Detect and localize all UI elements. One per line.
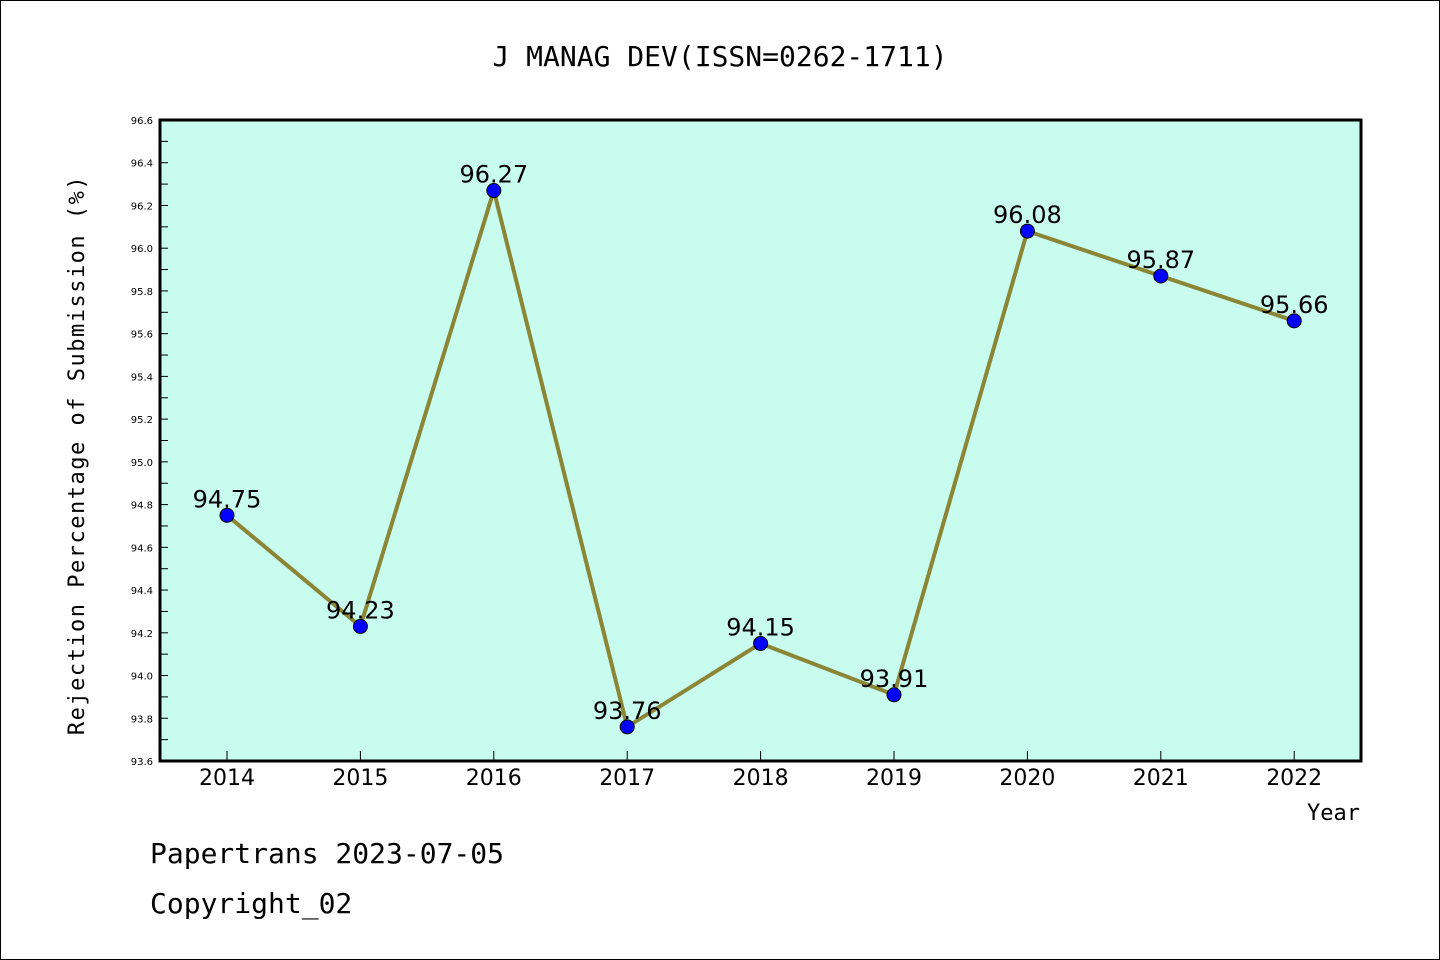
y-tick-label: 96.4 [131,159,153,170]
data-label: 95.87 [1126,246,1195,274]
data-label: 96.08 [993,201,1062,229]
x-tick-label: 2015 [332,766,388,791]
data-label: 96.27 [459,161,528,189]
y-tick-label: 95.8 [131,287,153,298]
x-tick-label: 2019 [866,766,922,791]
data-point [352,618,368,634]
x-tick-label: 2022 [1266,766,1322,791]
data-point [1153,268,1169,284]
plot-area [158,118,1363,763]
x-tick-label: 2017 [599,766,655,791]
y-tick-label: 94.4 [131,586,153,597]
data-point [219,507,235,523]
data-point [619,719,635,735]
y-tick-label: 96.2 [131,201,153,212]
x-tick-label: 2018 [733,766,789,791]
y-axis: 93.6 93.8 94.0 94.2 94.4 94.6 94.8 95.0 95.2 95.4… [131,116,168,768]
y-tick-label: 93.6 [131,757,153,768]
y-tick-label: 93.8 [131,714,153,725]
y-tick-label: 95.2 [131,415,153,426]
data-label: 94.23 [326,596,395,624]
y-tick-label: 95.0 [131,458,153,469]
data-point [1286,313,1302,329]
footer-papertrans: Papertrans 2023-07-05 [150,837,504,870]
data-point [1019,223,1035,239]
y-tick-label: 95.4 [131,372,153,383]
data-point [486,183,502,199]
x-tick-label: 2020 [999,766,1055,791]
x-axis: 2014 2015 2016 2017 2018 2019 2020 2021 2022 [199,751,1322,791]
y-tick-label: 94.0 [131,672,153,683]
series-markers [219,183,1302,735]
data-label: 94.75 [193,485,262,513]
data-label: 93.76 [593,697,662,725]
data-point [886,687,902,703]
x-tick-label: 2014 [199,766,255,791]
data-label: 93.91 [860,665,929,693]
data-label: 94.15 [726,613,795,641]
x-tick-label: 2016 [466,766,522,791]
footer-copyright: Copyright_02 [150,887,352,921]
y-tick-label: 96.0 [131,244,153,255]
y-tick-label: 95.6 [131,330,153,341]
y-tick-label: 94.8 [131,501,153,512]
data-labels: 94.75 94.23 96.27 93.76 94.15 93.91 96.08 95.87… [193,161,1329,725]
x-tick-label: 2021 [1133,766,1189,791]
chart-title: J MANAG DEV(ISSN=0262-1711) [492,40,947,73]
y-axis-label: Rejection Percentage of Submission (%) [65,175,90,735]
data-point [753,635,769,651]
y-tick-label: 94.2 [131,629,153,640]
y-tick-label: 94.6 [131,543,153,554]
y-tick-label: 96.6 [131,116,153,127]
x-axis-label: Year [1307,801,1360,826]
data-label: 95.66 [1260,291,1329,319]
